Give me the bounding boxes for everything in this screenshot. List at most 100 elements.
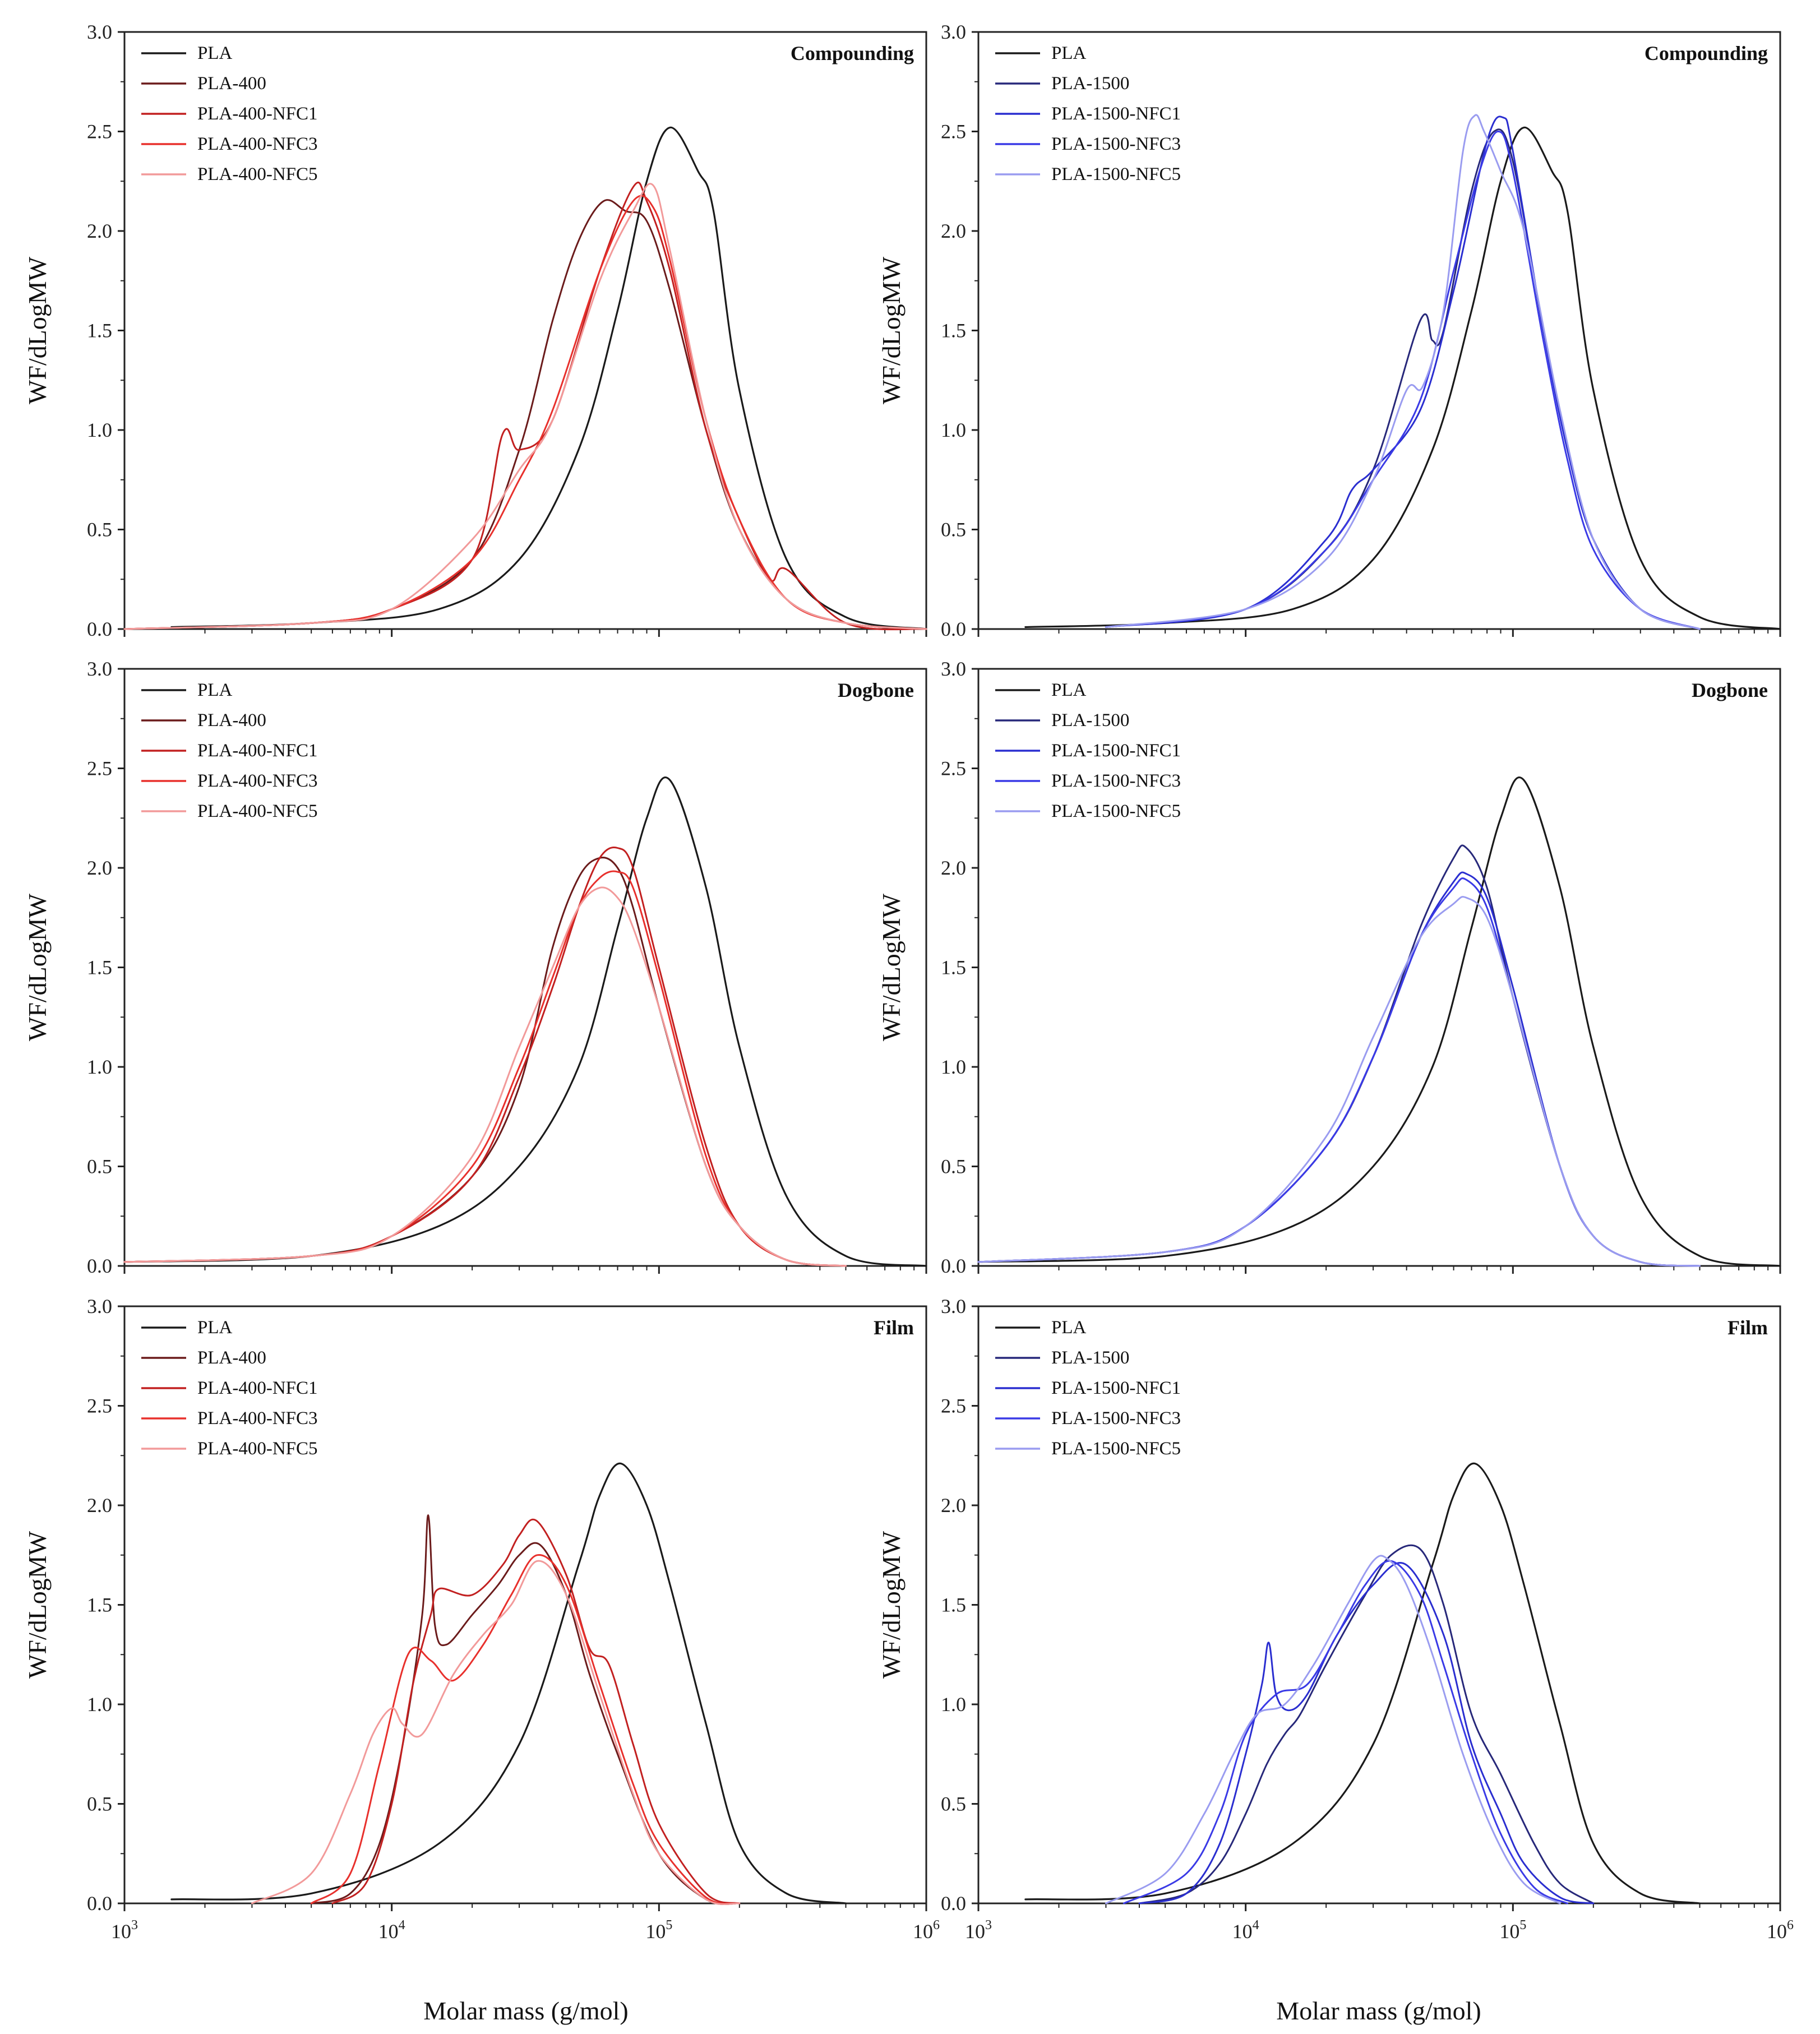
x-axis-label-right: Molar mass (g/mol) (1276, 1996, 1481, 2025)
series-line-PLA-400-NFC5 (251, 1560, 741, 1906)
y-tick-label: 3.0 (87, 21, 112, 43)
legend-label: PLA-400-NFC1 (197, 104, 318, 124)
y-tick-label: 0.5 (87, 1793, 112, 1815)
x-tick-label: 104 (1232, 1918, 1259, 1943)
y-axis-label: WF/dLogMW (23, 1531, 52, 1679)
y-tick-label: 1.5 (941, 1594, 966, 1616)
series-line-PLA-1500-NFC1 (1105, 115, 1701, 630)
legend-label: PLA-1500-NFC1 (1051, 1378, 1181, 1398)
y-tick-label: 3.0 (87, 1295, 112, 1318)
series-line-PLA (1024, 1462, 1701, 1904)
y-tick-label: 0.5 (87, 1155, 112, 1178)
y-axis-label: WF/dLogMW (23, 893, 52, 1041)
y-tick-label: 1.5 (87, 956, 112, 979)
y-axis-label: WF/dLogMW (877, 256, 906, 404)
y-tick-label: 0.5 (87, 519, 112, 541)
panel-p4: 0.0 0.5 1.0 1.5 2.0 2.5 3.0 WF/dLogMW Dogbone PLA… (877, 658, 1781, 1277)
y-tick-label: 1.0 (941, 1693, 966, 1716)
legend-label: PLA (1051, 43, 1087, 63)
y-tick-label: 0.0 (87, 1255, 112, 1277)
y-tick-label: 1.0 (941, 1056, 966, 1078)
series-line-PLA (170, 1462, 847, 1904)
y-tick-label: 2.0 (87, 1494, 112, 1517)
y-tick-label: 0.0 (941, 618, 966, 640)
y-tick-label: 0.5 (941, 519, 966, 541)
legend-label: PLA-1500 (1051, 73, 1129, 94)
y-tick-label: 0.0 (941, 1892, 966, 1915)
legend-label: PLA-1500-NFC1 (1051, 741, 1181, 761)
y-axis-label: WF/dLogMW (877, 893, 906, 1041)
panel-title: Compounding (791, 42, 914, 64)
y-tick-label: 0.0 (941, 1255, 966, 1277)
legend-label: PLA (197, 43, 233, 63)
panel-p6: 0.0 0.5 1.0 1.5 2.0 2.5 3.0 103 104 105 106 WF/dLog… (877, 1295, 1794, 1943)
legend-label: PLA-400-NFC3 (197, 771, 318, 791)
x-tick-label: 106 (1767, 1918, 1794, 1943)
panel-title: Film (874, 1316, 914, 1339)
x-tick-label: 104 (378, 1918, 405, 1943)
series-line-PLA-1500-NFC3 (1123, 1560, 1569, 1904)
legend-label: PLA-1500-NFC1 (1051, 104, 1181, 124)
x-tick-label: 105 (1499, 1918, 1526, 1943)
x-tick-label: 106 (913, 1918, 940, 1943)
series-line-PLA-1500-NFC5 (1105, 1555, 1561, 1904)
y-tick-label: 2.0 (941, 1494, 966, 1517)
legend-label: PLA (197, 680, 233, 700)
y-tick-label: 0.5 (941, 1155, 966, 1178)
panel-p5: 0.0 0.5 1.0 1.5 2.0 2.5 3.0 103 104 105 106 WF/dLog… (23, 1295, 940, 1943)
y-tick-label: 3.0 (941, 1295, 966, 1318)
legend-label: PLA-1500 (1051, 1348, 1129, 1368)
y-tick-label: 2.0 (941, 220, 966, 242)
y-tick-label: 1.5 (941, 320, 966, 342)
legend-label: PLA-1500-NFC5 (1051, 801, 1181, 821)
series-line-PLA-400-NFC5 (123, 183, 927, 630)
legend-label: PLA (1051, 680, 1087, 700)
panel-title: Compounding (1645, 42, 1768, 64)
y-tick-label: 0.0 (87, 1892, 112, 1915)
y-tick-label: 1.0 (87, 1693, 112, 1716)
series-line-PLA-1500 (1138, 1544, 1595, 1904)
legend-label: PLA-400 (197, 710, 266, 731)
legend-label: PLA-400 (197, 1348, 266, 1368)
y-tick-label: 3.0 (941, 658, 966, 680)
series-line-PLA-1500-NFC3 (1105, 131, 1701, 630)
series-line-PLA (1024, 126, 1781, 630)
panel-p1: 0.0 0.5 1.0 1.5 2.0 2.5 3.0 WF/dLogMW Compoundin… (23, 21, 927, 640)
x-axis-label-left: Molar mass (g/mol) (423, 1996, 628, 2025)
legend-label: PLA-400 (197, 73, 266, 94)
x-tick-label: 103 (965, 1918, 992, 1943)
series-line-PLA-400-NFC3 (310, 1554, 741, 1905)
y-tick-label: 2.0 (87, 857, 112, 879)
panel-p3: 0.0 0.5 1.0 1.5 2.0 2.5 3.0 WF/dLogMW Dogbone PLA… (23, 658, 927, 1277)
legend-label: PLA-1500-NFC3 (1051, 1408, 1181, 1429)
legend-label: PLA-400-NFC1 (197, 741, 318, 761)
panel-title: Film (1727, 1316, 1768, 1339)
legend-label: PLA-1500 (1051, 710, 1129, 731)
panels-layer: 0.0 0.5 1.0 1.5 2.0 2.5 3.0 WF/dLogMW Compoundin… (23, 21, 1794, 1943)
series-line-PLA-400-NFC1 (331, 1518, 741, 1904)
y-axis-label: WF/dLogMW (877, 1531, 906, 1679)
series-line-PLA (123, 776, 927, 1267)
y-axis-label: WF/dLogMW (23, 256, 52, 404)
y-tick-label: 3.0 (87, 658, 112, 680)
legend-label: PLA-1500-NFC5 (1051, 1439, 1181, 1459)
y-tick-label: 1.5 (87, 320, 112, 342)
y-tick-label: 2.5 (941, 1395, 966, 1417)
panel-title: Dogbone (838, 679, 914, 701)
y-tick-label: 2.5 (941, 757, 966, 780)
y-tick-label: 2.5 (87, 757, 112, 780)
x-tick-label: 103 (111, 1918, 138, 1943)
y-tick-label: 1.0 (87, 419, 112, 441)
y-tick-label: 2.5 (87, 121, 112, 143)
x-tick-label: 105 (645, 1918, 672, 1943)
y-tick-label: 2.0 (941, 857, 966, 879)
series-line-PLA-400-NFC5 (123, 886, 847, 1267)
y-tick-label: 0.0 (87, 618, 112, 640)
legend-label: PLA-400-NFC3 (197, 1408, 318, 1429)
y-tick-label: 0.5 (941, 1793, 966, 1815)
legend-label: PLA (197, 1318, 233, 1338)
legend-label: PLA-400-NFC5 (197, 801, 318, 821)
y-tick-label: 1.5 (87, 1594, 112, 1616)
legend-label: PLA-400-NFC5 (197, 1439, 318, 1459)
